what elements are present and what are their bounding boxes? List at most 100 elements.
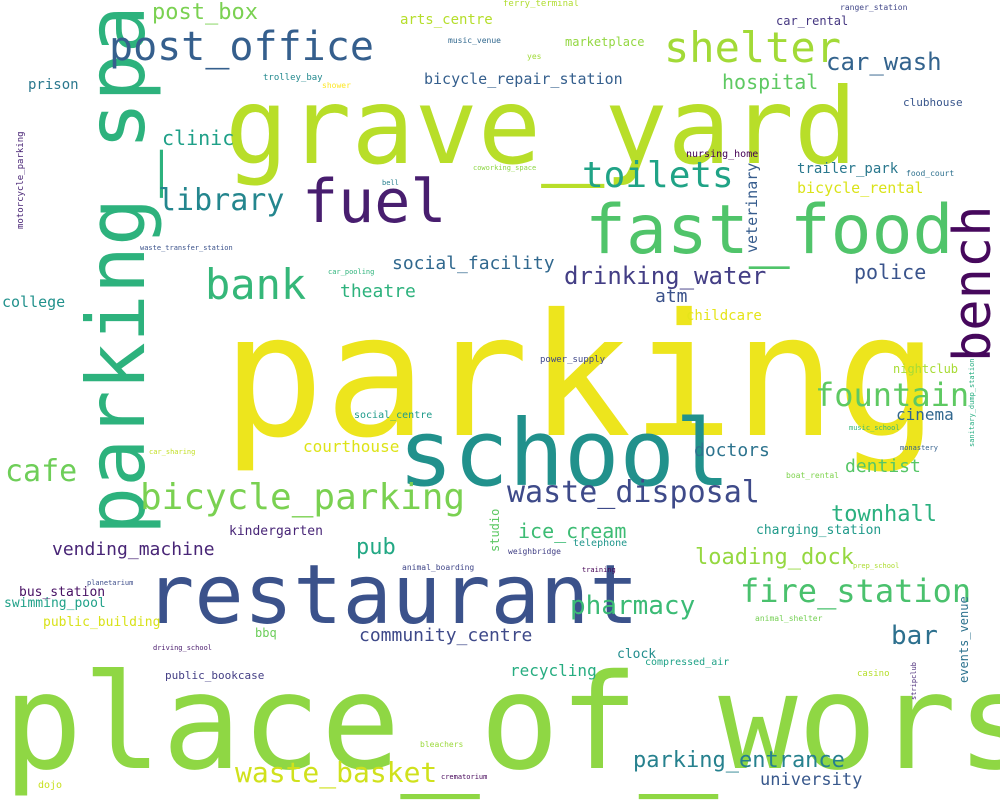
word-prep-school: prep_school <box>853 562 900 570</box>
word-coworking-space: coworking_space <box>473 164 537 172</box>
word-parking-space: parking_space <box>70 0 163 535</box>
word-cafe: cafe <box>5 454 78 489</box>
word-community-centre: community_centre <box>359 625 533 646</box>
word-fast-food: fast_food <box>585 191 954 270</box>
word-food-court: food_court <box>906 169 955 178</box>
word-car-sharing: car_sharing <box>149 448 196 456</box>
word-casino: casino <box>857 669 890 679</box>
word-place-of-worship: place_of_worship <box>3 646 1000 800</box>
word-car-wash: car_wash <box>826 48 942 76</box>
word-parking-entrance: parking_entrance <box>633 748 845 773</box>
word-doctors: doctors <box>694 440 770 461</box>
word-studio: studio <box>488 508 502 552</box>
word-veterinary: veterinary <box>743 162 761 253</box>
word-school: school <box>398 400 731 507</box>
word-recycling: recycling <box>510 661 597 680</box>
word-dojo: dojo <box>38 780 63 791</box>
word-arts-centre: arts_centre <box>400 12 493 28</box>
word-shower: shower <box>322 81 351 90</box>
word-music-venue: music_venue <box>448 36 501 45</box>
word-shelter: shelter <box>664 23 842 72</box>
word-nursing-home: nursing_home <box>686 149 759 160</box>
word-hospital: hospital <box>722 70 819 94</box>
word-courthouse: courthouse <box>303 437 400 456</box>
word-bleachers: bleachers <box>420 740 464 749</box>
word-trolley-bay: trolley_bay <box>263 73 323 83</box>
word-ferry-terminal: ferry_terminal <box>503 0 579 9</box>
word-monastery: monastery <box>900 444 938 452</box>
word-planetarium: planetarium <box>87 579 134 587</box>
word-crematorium: crematorium <box>441 773 488 781</box>
word-social-facility: social_facility <box>392 253 555 274</box>
word-clock: clock <box>617 647 657 662</box>
word-boat-rental: boat_rental <box>786 471 839 480</box>
word-waste-transfer-station: waste_transfer_station <box>140 244 233 252</box>
word-bar: bar <box>891 621 938 651</box>
word-police: police <box>854 260 927 284</box>
word-pharmacy: pharmacy <box>570 591 696 621</box>
word-marketplace: marketplace <box>565 35 645 49</box>
word-atm: atm <box>655 286 688 307</box>
word-stripclub: stripclub <box>910 662 918 700</box>
word-fountain: fountain <box>815 376 970 414</box>
word-sanitary-dump-station: sanitary_dump_station <box>968 358 976 447</box>
word-dentist: dentist <box>845 456 921 477</box>
word-theatre: theatre <box>340 281 416 302</box>
word-telephone: telephone <box>573 538 628 549</box>
word-weighbridge: weighbridge <box>508 547 561 556</box>
word-public-bookcase: public_bookcase <box>165 669 265 682</box>
word-townhall: townhall <box>831 502 937 527</box>
word-social-centre: social_centre <box>354 410 433 421</box>
word-events-venue: events_venue <box>957 596 971 683</box>
word-car-pooling: car_pooling <box>328 268 375 276</box>
word-grave-yard: grave_yard <box>225 66 858 188</box>
word-bus-station: bus_station <box>19 585 106 600</box>
word-post-office: post_office <box>109 24 374 70</box>
word-pub: pub <box>356 535 396 560</box>
word-nightclub: nightclub <box>893 362 959 376</box>
word-motorcycle-parking: motorcycle_parking <box>16 131 26 229</box>
word-music-school: music_school <box>849 424 900 432</box>
word-bicycle-repair-station: bicycle_repair_station <box>424 70 623 88</box>
word-bicycle-rental: bicycle_rental <box>797 179 924 197</box>
word-trailer-park: trailer_park <box>797 161 899 177</box>
word-loading-dock: loading_dock <box>695 545 854 570</box>
word-library: library <box>158 183 285 218</box>
word-driving-school: driving_school <box>153 644 213 652</box>
word-bell: bell <box>382 179 399 187</box>
word-fuel: fuel <box>302 167 447 237</box>
word-vending-machine: vending_machine <box>52 539 215 560</box>
word-public-building: public_building <box>43 615 161 630</box>
word-animal-shelter: animal_shelter <box>755 614 823 623</box>
word-waste-disposal: waste_disposal <box>507 475 760 510</box>
word-bbq: bbq <box>255 626 277 640</box>
word-waste-basket: waste_basket <box>235 756 438 789</box>
word-drinking-water: drinking_water <box>564 262 767 290</box>
word-parking: parking <box>222 278 939 476</box>
word-fire-station: fire_station <box>740 572 972 610</box>
word-swimming-pool: swimming_pool <box>4 596 106 611</box>
word-animal-boarding: animal_boarding <box>402 563 475 572</box>
word-university: university <box>760 770 863 790</box>
word-charging-station: charging_station <box>756 523 882 538</box>
word-bench: bench <box>943 205 1000 362</box>
word-kindergarten: kindergarten <box>229 524 323 539</box>
word-power-supply: power_supply <box>540 355 606 365</box>
word-car-rental: car_rental <box>776 14 849 28</box>
word-post-box: post_box <box>152 0 258 25</box>
word-restaurant: restaurant <box>145 548 639 643</box>
word-ranger-station: ranger_station <box>840 3 908 12</box>
word-training: training <box>582 566 616 574</box>
word-clinic: clinic <box>162 126 235 150</box>
word-compressed-air: compressed_air <box>645 657 730 668</box>
word-toilets: toilets <box>582 155 734 196</box>
word-college: college <box>2 293 66 311</box>
word-yes: yes <box>527 52 542 61</box>
word-bank: bank <box>205 260 307 309</box>
word-clubhouse: clubhouse <box>903 96 963 109</box>
word-ice-cream: ice_cream <box>518 519 627 543</box>
word-bicycle-parking: bicycle_parking <box>140 477 466 518</box>
word-cinema: cinema <box>896 405 954 424</box>
word-prison: prison <box>28 77 79 93</box>
